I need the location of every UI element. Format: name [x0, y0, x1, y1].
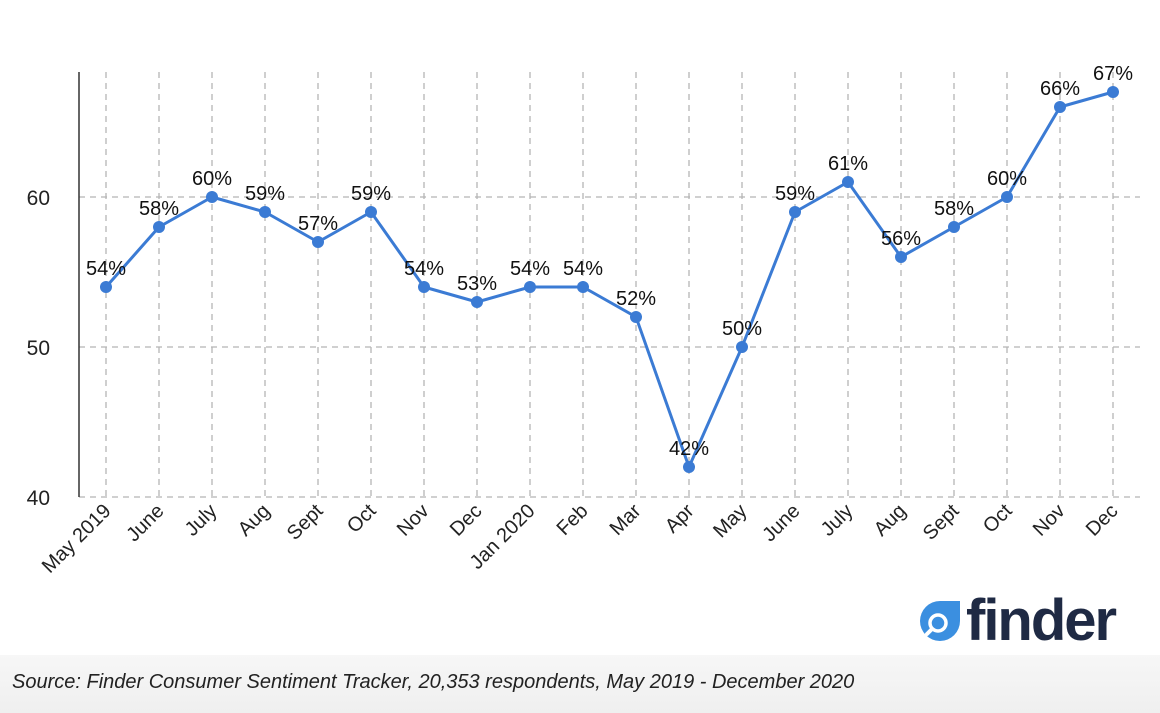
data-point [471, 296, 483, 308]
x-tick-label: Sept [283, 500, 328, 545]
data-point [418, 281, 430, 293]
data-label: 58% [139, 198, 179, 220]
data-point [206, 191, 218, 203]
data-label: 60% [192, 168, 232, 190]
data-label: 59% [351, 183, 391, 205]
data-point [842, 176, 854, 188]
data-point [259, 206, 271, 218]
x-tick-label: May [709, 500, 751, 542]
data-label: 52% [616, 288, 656, 310]
x-tick-label: Nov [393, 500, 434, 541]
x-tick-label: Dec [446, 500, 487, 541]
y-tick-label: 60 [27, 187, 50, 210]
data-point [577, 281, 589, 293]
data-label: 54% [86, 258, 126, 280]
data-point [948, 221, 960, 233]
data-point [365, 206, 377, 218]
data-point [736, 341, 748, 353]
finder-logo: finder [918, 588, 1117, 654]
data-point [789, 206, 801, 218]
data-point [312, 236, 324, 248]
y-tick-label: 50 [27, 337, 50, 360]
data-label: 61% [828, 153, 868, 175]
data-point [683, 461, 695, 473]
data-point [153, 221, 165, 233]
x-tick-label: Apr [661, 500, 699, 538]
data-label: 58% [934, 198, 974, 220]
y-tick-label: 40 [27, 487, 50, 510]
data-point [630, 311, 642, 323]
series-layer: 54% 58% 60% 59% 57% 59% 54% 53% 54% 54% 52% 42% 50% 5… [86, 63, 1133, 473]
data-point [1001, 191, 1013, 203]
data-label: 50% [722, 318, 762, 340]
data-label: 67% [1093, 63, 1133, 85]
data-label: 59% [775, 183, 815, 205]
data-label: 60% [987, 168, 1027, 190]
data-point [1054, 101, 1066, 113]
data-label: 54% [404, 258, 444, 280]
x-tick-label: July [817, 500, 858, 541]
data-label: 54% [510, 258, 550, 280]
data-label: 54% [563, 258, 603, 280]
source-note: Source: Finder Consumer Sentiment Tracke… [12, 671, 855, 693]
grid-layer [79, 72, 1140, 498]
x-tick-label: Aug [234, 500, 275, 541]
x-tick-label: Oct [343, 500, 381, 538]
data-point [895, 251, 907, 263]
x-tick-label: Feb [553, 500, 593, 540]
x-tick-label: July [181, 500, 222, 541]
x-tick-label: Aug [870, 500, 911, 541]
magnifier-icon [920, 601, 960, 641]
data-label: 42% [669, 438, 709, 460]
x-tick-label: Dec [1082, 500, 1123, 541]
data-label: 56% [881, 228, 921, 250]
data-point [100, 281, 112, 293]
data-point [524, 281, 536, 293]
x-tick-label: June [758, 500, 804, 546]
x-tick-label: Mar [606, 500, 646, 540]
x-tick-label: Oct [979, 500, 1017, 538]
data-label: 53% [457, 273, 497, 295]
data-label: 59% [245, 183, 285, 205]
x-tick-label: June [122, 500, 168, 546]
data-label: 66% [1040, 78, 1080, 100]
footer-bar [0, 655, 1160, 713]
data-label: 57% [298, 213, 338, 235]
series-line [104, 90, 1114, 469]
logo-text: finder [966, 588, 1117, 653]
x-tick-label: May 2019 [38, 500, 116, 578]
x-tick-label: Nov [1029, 500, 1070, 541]
x-tick-label: Sept [919, 500, 964, 545]
data-point [1107, 86, 1119, 98]
